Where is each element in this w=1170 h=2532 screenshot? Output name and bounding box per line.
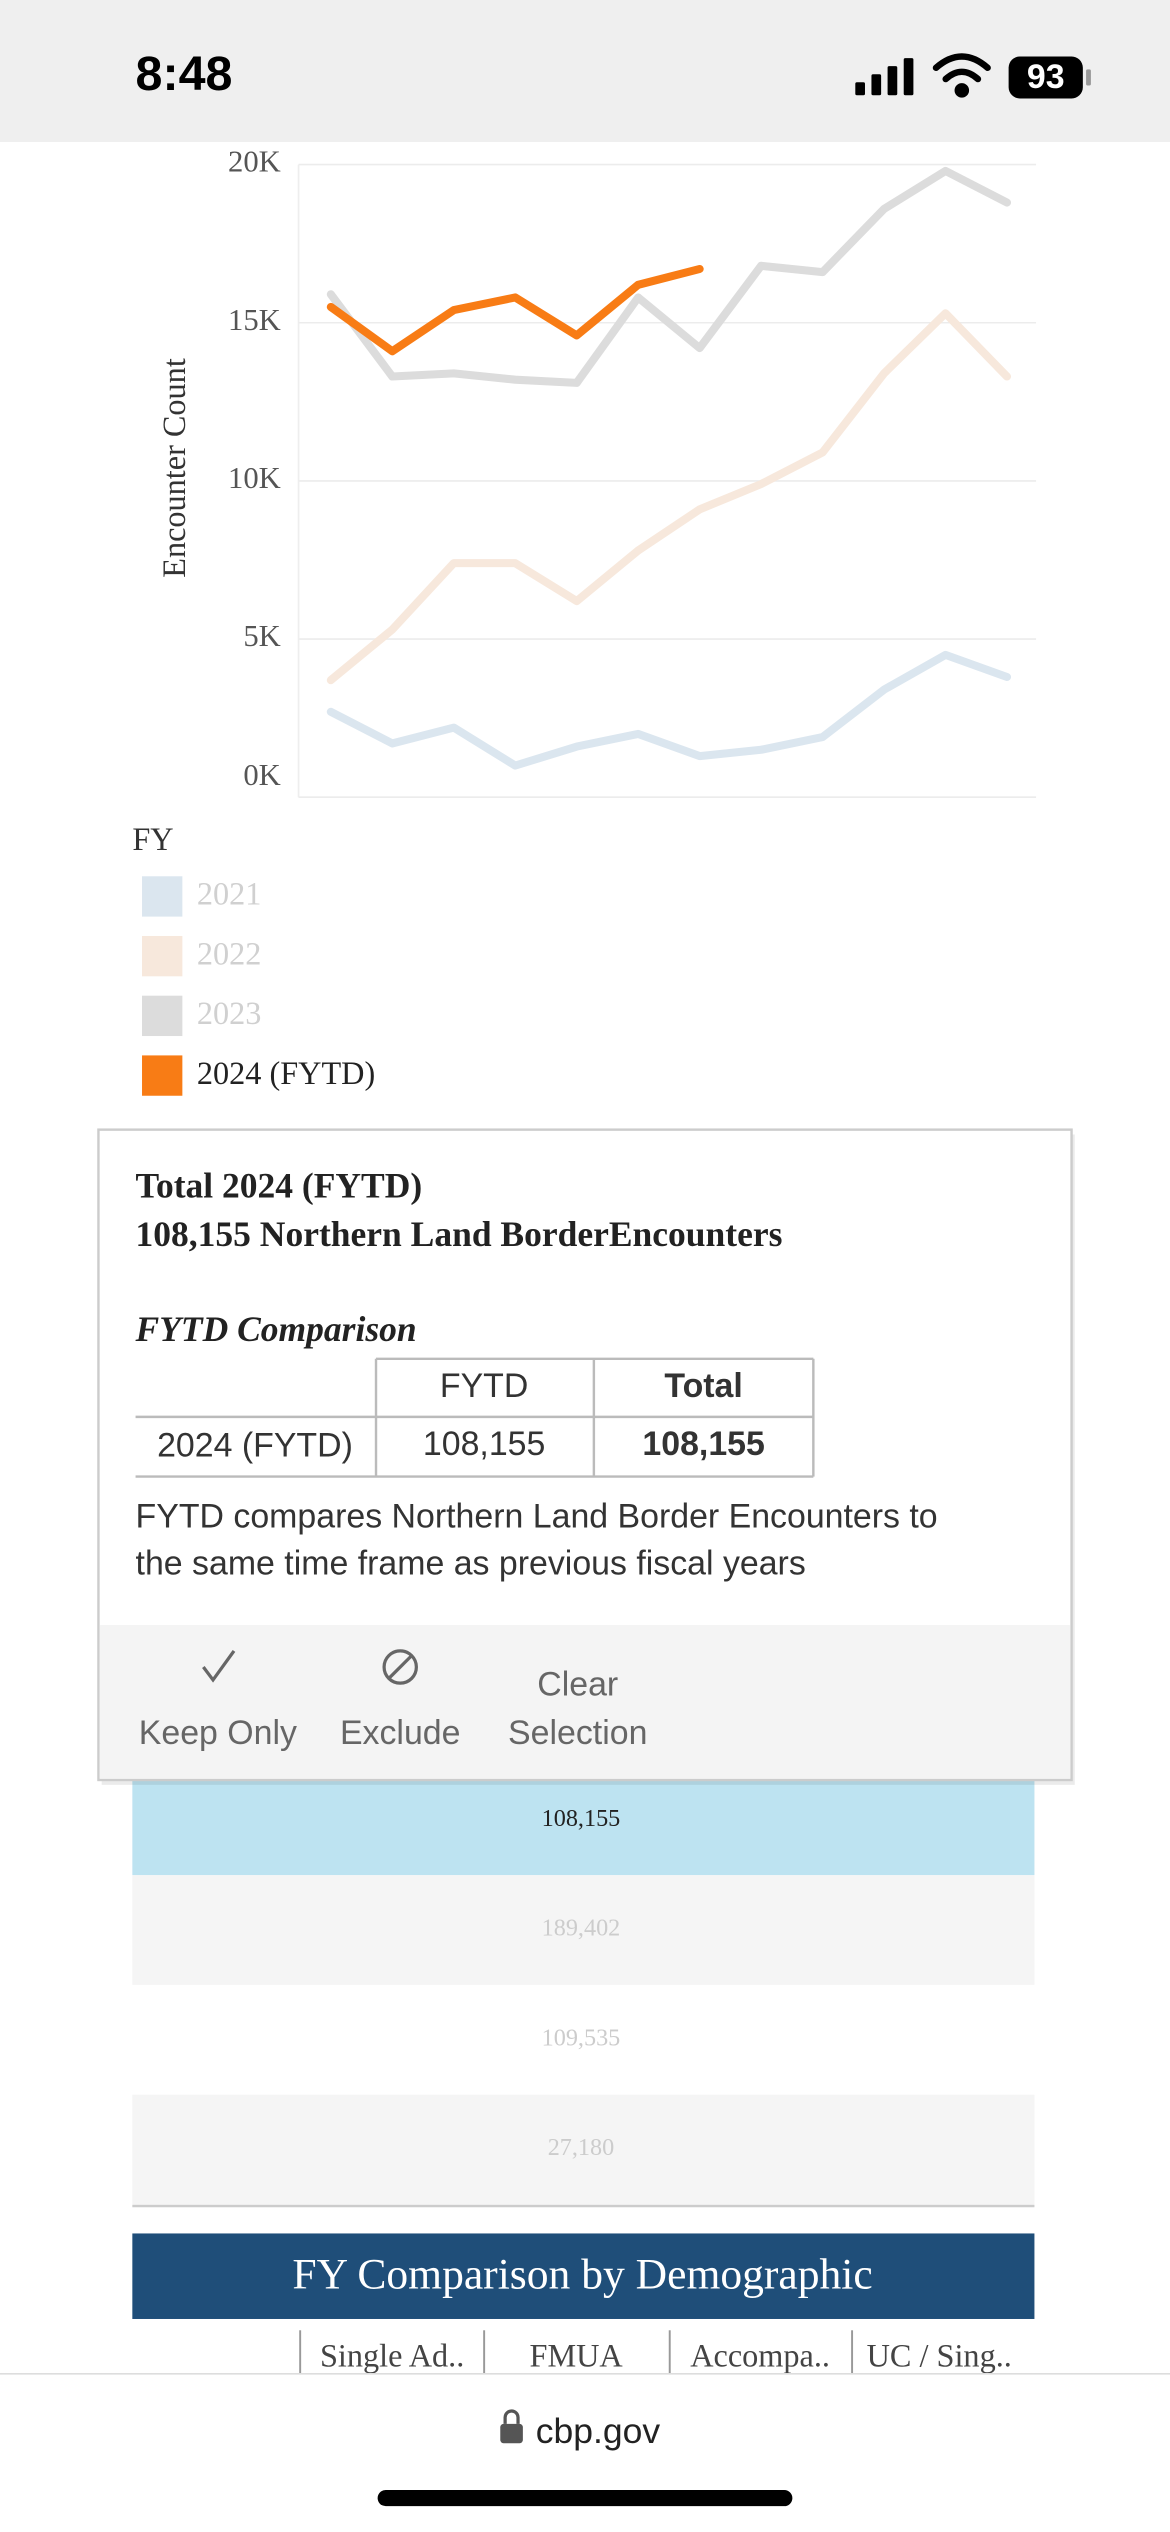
tooltip-title: Total 2024 (FYTD) bbox=[136, 1165, 423, 1205]
column-separators bbox=[299, 2330, 854, 2376]
clear-selection-button[interactable]: Clear bbox=[537, 1665, 618, 1703]
row-bg bbox=[132, 1779, 1035, 1876]
legend-label[interactable]: 2022 bbox=[197, 935, 262, 971]
table-header: FYTD bbox=[440, 1367, 528, 1405]
y-tick-label: 0K bbox=[243, 758, 280, 792]
legend-swatch bbox=[142, 876, 183, 917]
series-line bbox=[326, 166, 1012, 387]
legend-label[interactable]: 2024 (FYTD) bbox=[197, 1055, 375, 1091]
line-chart: 0K 5K 10K 15K 20K bbox=[228, 145, 1037, 799]
browser-bar bbox=[0, 2373, 1170, 2532]
series-line bbox=[326, 309, 1012, 685]
legend: 2021 2022 2023 2024 (FYTD) bbox=[142, 876, 375, 1096]
keep-only-button[interactable]: Keep Only bbox=[139, 1714, 297, 1752]
clear-selection-button[interactable]: Selection bbox=[508, 1714, 647, 1752]
tooltip-section: FYTD Comparison bbox=[135, 1309, 417, 1349]
y-tick-label: 10K bbox=[228, 461, 281, 495]
legend-swatch bbox=[142, 995, 183, 1037]
home-indicator bbox=[377, 2490, 793, 2507]
battery-level: 93 bbox=[1027, 58, 1065, 96]
wifi-icon bbox=[932, 53, 991, 98]
tooltip-actions bbox=[100, 1625, 1070, 1779]
comparison-table-grid bbox=[135, 1357, 815, 1478]
table-cell: 2024 (FYTD) bbox=[157, 1427, 353, 1465]
tooltip-note: FYTD compares Northern Land Border Encou… bbox=[136, 1498, 938, 1536]
legend-title: FY bbox=[132, 821, 173, 857]
battery-tip bbox=[1086, 69, 1091, 86]
row-bg bbox=[132, 2094, 1035, 2205]
lock-icon bbox=[500, 2409, 523, 2444]
signal-icon bbox=[855, 58, 914, 96]
column-header[interactable]: UC / Sing.. bbox=[867, 2338, 1012, 2374]
legend-swatch bbox=[142, 935, 183, 977]
y-tick-label: 15K bbox=[228, 303, 281, 337]
series-line bbox=[326, 650, 1012, 770]
total-value[interactable]: 27,180 bbox=[548, 2134, 615, 2161]
tooltip-subtitle: 108,155 Northern Land BorderEncounters bbox=[136, 1214, 783, 1254]
section-title: FY Comparison by Demographic bbox=[292, 2251, 872, 2299]
exclude-icon[interactable] bbox=[382, 1649, 418, 1685]
legend-label[interactable]: 2023 bbox=[197, 995, 262, 1031]
column-header[interactable]: FMUA bbox=[529, 2338, 623, 2374]
column-header[interactable]: Accompa.. bbox=[690, 2338, 830, 2374]
section-banner bbox=[132, 2233, 1035, 2319]
total-value[interactable]: 108,155 bbox=[542, 1805, 621, 1832]
url[interactable]: cbp.gov bbox=[536, 2411, 661, 2451]
exclude-button[interactable]: Exclude bbox=[340, 1714, 461, 1752]
total-value[interactable]: 189,402 bbox=[542, 1915, 621, 1942]
status-bar bbox=[0, 0, 1170, 143]
y-axis-label: Encounter Count bbox=[156, 358, 192, 578]
legend-label[interactable]: 2021 bbox=[197, 876, 262, 912]
clock: 8:48 bbox=[136, 47, 233, 101]
check-icon[interactable] bbox=[202, 1649, 236, 1683]
y-tick-label: 5K bbox=[243, 619, 280, 653]
column-header[interactable]: Single Ad.. bbox=[320, 2338, 464, 2374]
table-cell: 108,155 bbox=[423, 1425, 545, 1463]
total-value[interactable]: 109,535 bbox=[542, 2024, 621, 2051]
series-line bbox=[326, 264, 704, 356]
legend-swatch bbox=[142, 1055, 183, 1096]
battery-icon bbox=[1008, 56, 1083, 99]
row-bg bbox=[132, 1875, 1035, 1985]
y-tick-label: 20K bbox=[228, 145, 281, 179]
table-header: Total bbox=[664, 1367, 742, 1405]
table-cell: 108,155 bbox=[642, 1425, 764, 1463]
tooltip-note: the same time frame as previous fiscal y… bbox=[136, 1544, 806, 1582]
